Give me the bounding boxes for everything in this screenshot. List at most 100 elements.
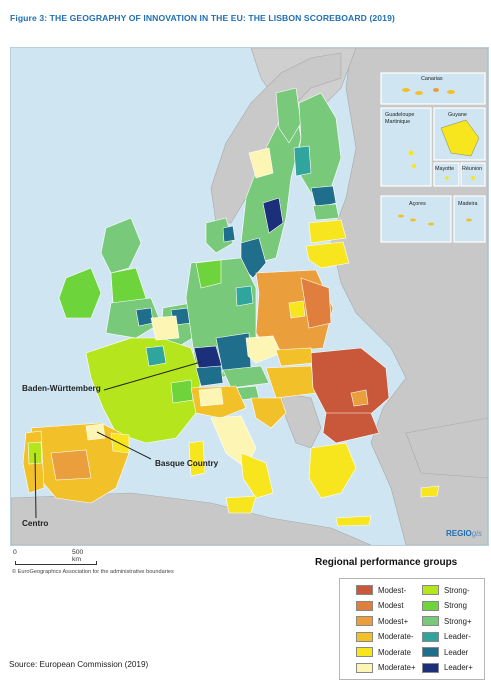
- inset-guadeloupe: [380, 107, 432, 187]
- legend-label: Modest+: [378, 616, 409, 626]
- inset-mayotte: [433, 162, 460, 187]
- legend-item-modest-minus: Modest-: [356, 585, 406, 595]
- ireland: [58, 267, 102, 319]
- cyprus: [420, 485, 440, 498]
- inset-guyane-label: Guyane: [448, 112, 467, 118]
- callout-baden-wuerttemberg: Baden-Württemberg: [22, 384, 101, 393]
- legend-label: Leader+: [444, 663, 473, 672]
- germany-berlin: [235, 285, 254, 307]
- figure-title: Figure 3: THE GEOGRAPHY OF INNOVATION IN…: [10, 13, 395, 23]
- sicily: [225, 495, 257, 514]
- poland-east: [300, 277, 332, 329]
- legend-label: Moderate-: [378, 632, 414, 641]
- legend-swatch: [356, 631, 373, 642]
- lithuania: [305, 241, 350, 269]
- legend-item-moderate-plus: Moderate+: [356, 662, 416, 673]
- romania-bucharest: [350, 389, 369, 407]
- uk-south: [105, 297, 162, 339]
- switzerland: [195, 365, 224, 387]
- austria: [222, 365, 270, 389]
- sardinia: [188, 440, 206, 477]
- denmark-capital: [222, 225, 236, 243]
- spain-basque: [85, 423, 106, 441]
- finland: [295, 92, 342, 194]
- inset-canarias: [380, 72, 486, 105]
- legend-swatch: [356, 616, 373, 626]
- denmark: [205, 217, 234, 254]
- legend-label: Leader-: [444, 632, 471, 641]
- greece: [308, 442, 357, 499]
- stockholm: [262, 197, 284, 234]
- inset-acores: [380, 195, 452, 243]
- france-north: [150, 315, 180, 341]
- spain-center: [50, 449, 92, 481]
- inset-mayotte-label: Mayotte: [435, 166, 454, 172]
- legend-item-moderate-minus: Moderate-: [356, 631, 414, 642]
- norway: [210, 52, 342, 224]
- legend-item-leader-minus: Leader-: [422, 631, 471, 642]
- scale-zero: 0: [13, 549, 17, 556]
- legend-swatch: [422, 600, 439, 611]
- legend-label: Strong-: [444, 585, 470, 595]
- inset-acores-label: Açores: [409, 201, 426, 207]
- legend-item-modest-plus: Modest+: [356, 616, 408, 626]
- callout-centro: Centro: [22, 519, 49, 528]
- slovakia: [275, 347, 314, 367]
- legend-item-leader: Leader: [422, 647, 468, 657]
- legend-label: Modest-: [378, 585, 407, 595]
- uk-scotland: [100, 217, 142, 274]
- romania: [310, 347, 390, 419]
- inset-guadeloupe-label: Guadeloupe: [385, 112, 414, 118]
- latvia: [308, 219, 347, 244]
- legend-label: Moderate+: [378, 663, 416, 672]
- crete: [335, 515, 372, 527]
- sweden-mid-moderate: [248, 147, 274, 179]
- legend-item-strong: Strong: [422, 600, 467, 611]
- copyright-note: © EuroGeographics Association for the ad…: [12, 569, 174, 575]
- inset-reunion: [460, 162, 486, 187]
- inset-canarias-label: Canarias: [421, 76, 443, 82]
- source-note: Source: European Commission (2019): [9, 660, 149, 669]
- inset-martinique-label: Martinique: [385, 119, 410, 125]
- callout-basque-country: Basque Country: [155, 459, 219, 468]
- france-paris: [145, 345, 167, 367]
- choropleth-map: Canarias Guadeloupe Martinique Guyane Ma…: [10, 47, 489, 546]
- legend-label: Strong: [444, 601, 467, 610]
- legend-title: Regional performance groups: [315, 557, 458, 568]
- legend-swatch: [356, 647, 373, 657]
- legend-swatch: [356, 662, 373, 673]
- legend-swatch: [422, 616, 439, 626]
- legend-label: Leader: [444, 647, 469, 657]
- legend-swatch: [356, 585, 373, 595]
- legend-swatch: [422, 631, 439, 642]
- germany-north: [195, 259, 222, 289]
- italy-lombardy: [198, 387, 224, 407]
- poland-warsaw: [288, 300, 306, 319]
- legend-item-strong-minus: Strong-: [422, 585, 470, 595]
- legend-label: Modest: [378, 601, 404, 610]
- regio-gis-logo: REGIOgis: [446, 529, 483, 538]
- legend: Modest- Modest Modest+ Moderate- Moderate Mod…: [339, 578, 485, 680]
- non-eu-land-balkans: [280, 392, 322, 449]
- legend-swatch: [422, 585, 439, 595]
- czechia: [245, 335, 282, 364]
- estonia: [312, 203, 340, 221]
- legend-swatch: [422, 647, 439, 657]
- legend-swatch: [422, 662, 439, 673]
- legend-item-leader-plus: Leader+: [422, 662, 473, 673]
- legend-item-strong-plus: Strong+: [422, 616, 472, 626]
- inset-madeira-label: Madeira: [458, 201, 477, 207]
- italy-south: [240, 452, 274, 499]
- non-eu-land-africa: [10, 492, 372, 546]
- uk-london: [135, 307, 154, 327]
- legend-item-modest: Modest: [356, 600, 404, 611]
- legend-label: Strong+: [444, 616, 472, 626]
- scale-max: 500 km: [72, 549, 84, 563]
- legend-label: Moderate: [378, 647, 411, 657]
- inset-reunion-label: Réunion: [462, 166, 482, 172]
- france-rhone: [170, 379, 194, 404]
- hungary: [265, 365, 317, 399]
- finland-south: [310, 185, 337, 209]
- bulgaria: [322, 412, 380, 444]
- finland-west: [293, 145, 312, 177]
